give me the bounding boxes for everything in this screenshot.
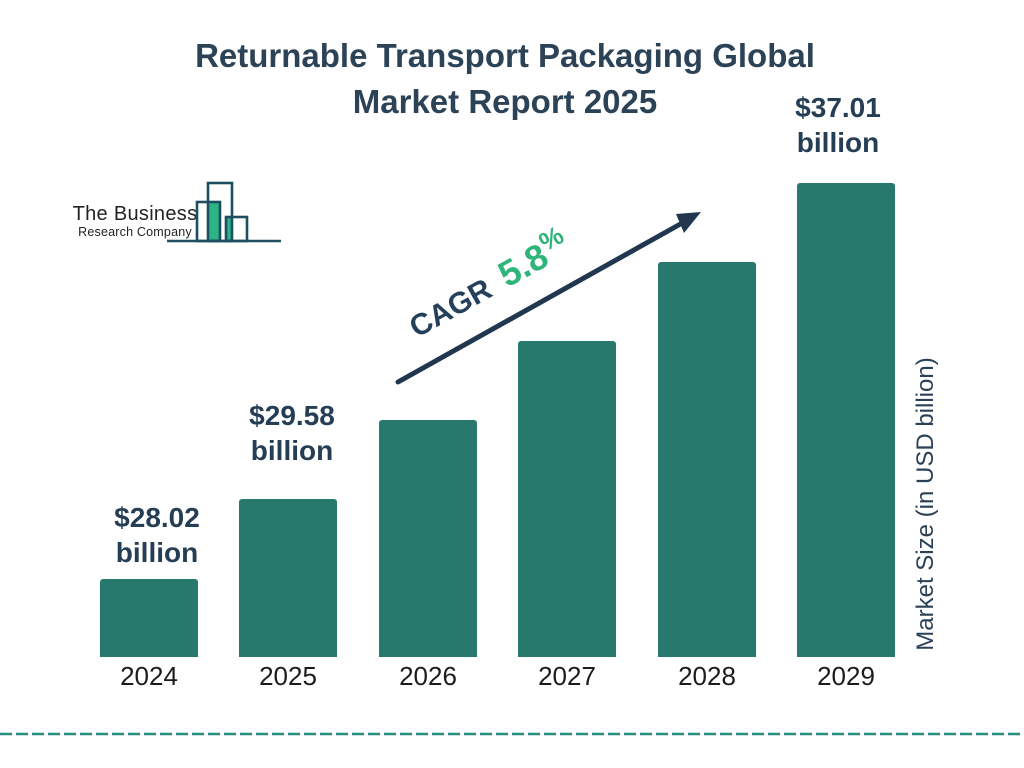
logo-company-subname: Research Company xyxy=(78,225,192,239)
y-axis-label: Market Size (in USD billion) xyxy=(912,357,939,651)
x-tick-label-2024: 2024 xyxy=(120,661,178,691)
bar-2027 xyxy=(518,341,616,657)
logo-bars-icon xyxy=(167,181,281,243)
value-amount: $37.01 xyxy=(795,92,881,123)
x-tick-label-2028: 2028 xyxy=(678,661,736,691)
value-label-2024: $28.02 billion xyxy=(47,500,267,570)
chart-title-line1: Returnable Transport Packaging Global xyxy=(195,37,815,74)
logo-company-name: The Business xyxy=(72,203,198,225)
bar-2028 xyxy=(658,262,756,657)
bar-2024 xyxy=(100,579,198,657)
value-unit: billion xyxy=(796,127,880,158)
x-tick-label-2029: 2029 xyxy=(817,661,875,691)
bar-2029 xyxy=(797,183,895,657)
value-amount: $29.58 xyxy=(249,400,335,431)
bar-2026 xyxy=(379,420,477,657)
value-label-2025: $29.58 billion xyxy=(182,398,402,468)
cagr-prefix: CAGR xyxy=(404,272,498,345)
value-unit: billion xyxy=(115,537,199,568)
x-tick-label-2027: 2027 xyxy=(538,661,596,691)
value-amount: $28.02 xyxy=(114,502,200,533)
value-unit: billion xyxy=(250,435,334,466)
chart-title-line2: Market Report 2025 xyxy=(352,83,658,120)
company-logo: The Business Research Company xyxy=(70,203,200,239)
x-tick-label-2026: 2026 xyxy=(399,661,457,691)
value-label-2029: $37.01 billion xyxy=(728,90,948,160)
bar-2025 xyxy=(239,499,337,657)
bottom-dashed-line xyxy=(0,732,1024,736)
x-tick-label-2025: 2025 xyxy=(259,661,317,691)
chart-title: Returnable Transport Packaging Global Ma… xyxy=(0,33,1010,125)
